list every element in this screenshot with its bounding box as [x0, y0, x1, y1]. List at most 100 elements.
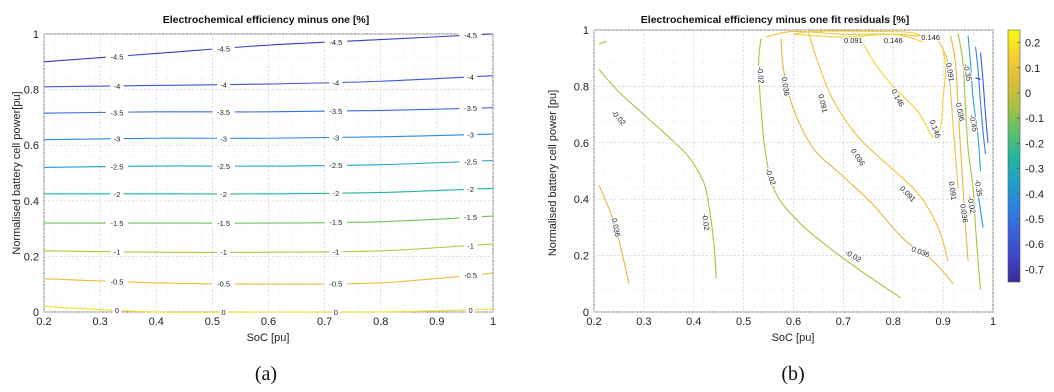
chart-b-xtick-label: 1 — [990, 316, 996, 328]
contour-label: 0 — [468, 306, 472, 315]
contour-label-bg — [212, 43, 235, 53]
chart-b-ytick-label: 0.2 — [574, 251, 589, 263]
chart-a-xtick-label: 0.7 — [317, 316, 332, 328]
chart-b-xtick-label: 0.6 — [786, 316, 801, 328]
contour-label-bg — [324, 160, 348, 170]
contour-label-bg — [463, 129, 478, 139]
contour-label: -1 — [114, 248, 121, 257]
contour-label-bg — [212, 218, 235, 228]
contour-label: -1.5 — [329, 218, 342, 227]
chart-a: Electrochemical efficiency minus one [%]… — [11, 14, 496, 385]
contour-label: -3.5 — [217, 108, 230, 117]
colorbar-tick-label: 0.2 — [1025, 38, 1040, 50]
chart-b: Electrochemical efficiency minus one fit… — [547, 14, 1044, 385]
contour-label-bg — [105, 107, 129, 117]
contour-label: -3.5 — [110, 108, 123, 117]
chart-a-ytick-label: 0.8 — [24, 85, 39, 97]
contour-label-bg — [217, 247, 231, 257]
chart-b-ylabel: Normalised battery cell power [pu] — [547, 90, 559, 256]
contour-label: -2.5 — [329, 161, 342, 170]
contour-label: -0.5 — [464, 271, 477, 280]
chart-a-grid — [43, 33, 494, 313]
contour-label-bg — [110, 80, 124, 90]
chart-a-xlabel: SoC [pu] — [247, 332, 290, 344]
chart-b-xlabel: SoC [pu] — [772, 332, 815, 344]
contour-label-bg — [324, 278, 348, 288]
contour-label: -1.5 — [110, 219, 123, 228]
contour-label: -1.5 — [464, 213, 477, 222]
contour-label: -2 — [114, 190, 121, 199]
contour-label-bg — [463, 240, 478, 250]
contour-label: 0.036 — [958, 203, 970, 223]
contour-label: -4 — [220, 81, 227, 90]
caption-b: (b) — [781, 363, 804, 385]
contour-label: 0.146 — [884, 36, 903, 45]
contour-label-bg — [329, 77, 343, 87]
chart-b-grid — [593, 29, 994, 313]
contour-line — [758, 38, 902, 299]
contour-label-bg — [459, 156, 482, 166]
contour-label-bg — [459, 103, 482, 113]
contour-label: -2.5 — [217, 162, 230, 171]
contour-label: -2.5 — [110, 163, 123, 172]
chart-b-title: Electrochemical efficiency minus one fit… — [641, 14, 909, 26]
contour-label: -4 — [333, 78, 340, 87]
contour-line — [598, 184, 630, 284]
contour-label-bg — [105, 51, 129, 61]
chart-a-ylabel: Normalised battery cell power[pu] — [11, 91, 23, 254]
contour-label: -3 — [333, 133, 340, 142]
contour-label: -0.5 — [217, 280, 230, 289]
contour-label: 0.146 — [921, 33, 940, 42]
contour-label: -2 — [467, 185, 474, 194]
contour-label: 0 — [115, 306, 119, 315]
contour-label-bg — [212, 161, 235, 171]
contour-label-bg — [219, 307, 228, 316]
chart-b-xtick-label: 0.8 — [886, 316, 901, 328]
contour-line — [957, 32, 982, 290]
chart-b-xtick-label: 0.5 — [736, 316, 751, 328]
contour-line — [967, 35, 982, 172]
chart-a-contours: -4.5 -4.5 -4.5 -4.5 -4 -4 -4 -4 -3.5 -3.5 -3.5 -3.5… — [43, 30, 494, 317]
contour-label-bg — [459, 212, 482, 222]
chart-b-xtick-label: 0.3 — [636, 316, 651, 328]
contour-label-bg — [217, 79, 231, 89]
contour-label-bg — [329, 188, 343, 198]
chart-a-ytick-label: 0 — [33, 307, 39, 319]
contour-label-bg — [331, 307, 341, 316]
contour-label: -4.5 — [329, 38, 342, 47]
colorbar-tick-label: -0.3 — [1025, 164, 1044, 176]
contour-label: -2 — [333, 189, 340, 198]
contour-label: 0.091 — [947, 181, 959, 201]
chart-a-xtick-label: 0.9 — [429, 316, 444, 328]
contour-label-bg — [105, 161, 129, 171]
contour-line — [765, 30, 959, 188]
contour-label: -2 — [220, 190, 227, 199]
chart-a-ytick-label: 0.4 — [24, 196, 39, 208]
contour-label: -0.5 — [110, 277, 123, 286]
contour-label-bg — [105, 276, 129, 286]
colorbar-tick-label: 0.1 — [1025, 63, 1040, 75]
contour-label-bg — [463, 71, 478, 81]
chart-a-xtick-label: 0.8 — [373, 316, 388, 328]
contour-label-bg — [463, 184, 478, 194]
contour-label-bg — [324, 217, 348, 227]
colorbar-tick-label: -0.4 — [1025, 189, 1044, 201]
chart-b-ytick-label: 0.8 — [574, 81, 589, 93]
chart-b-xtick-label: 0.4 — [686, 316, 701, 328]
contour-label: -1 — [220, 248, 227, 257]
contour-label: -4 — [114, 82, 121, 91]
contour-line — [598, 69, 717, 279]
contour-label-bg — [217, 188, 231, 198]
contour-label: 0.091 — [844, 36, 863, 45]
contour-label: -3 — [220, 134, 227, 143]
colorbar-tick-label: 0 — [1025, 88, 1031, 100]
chart-a-xtick-label: 0.3 — [92, 316, 107, 328]
contour-label: -1 — [467, 241, 474, 250]
contour-line — [950, 35, 969, 262]
contour-label: -4.5 — [110, 52, 123, 61]
contour-label: -3 — [467, 131, 474, 140]
contour-label-bg — [324, 36, 348, 46]
contour-label: 0.091 — [944, 62, 956, 82]
contour-label: -0.5 — [329, 279, 342, 288]
